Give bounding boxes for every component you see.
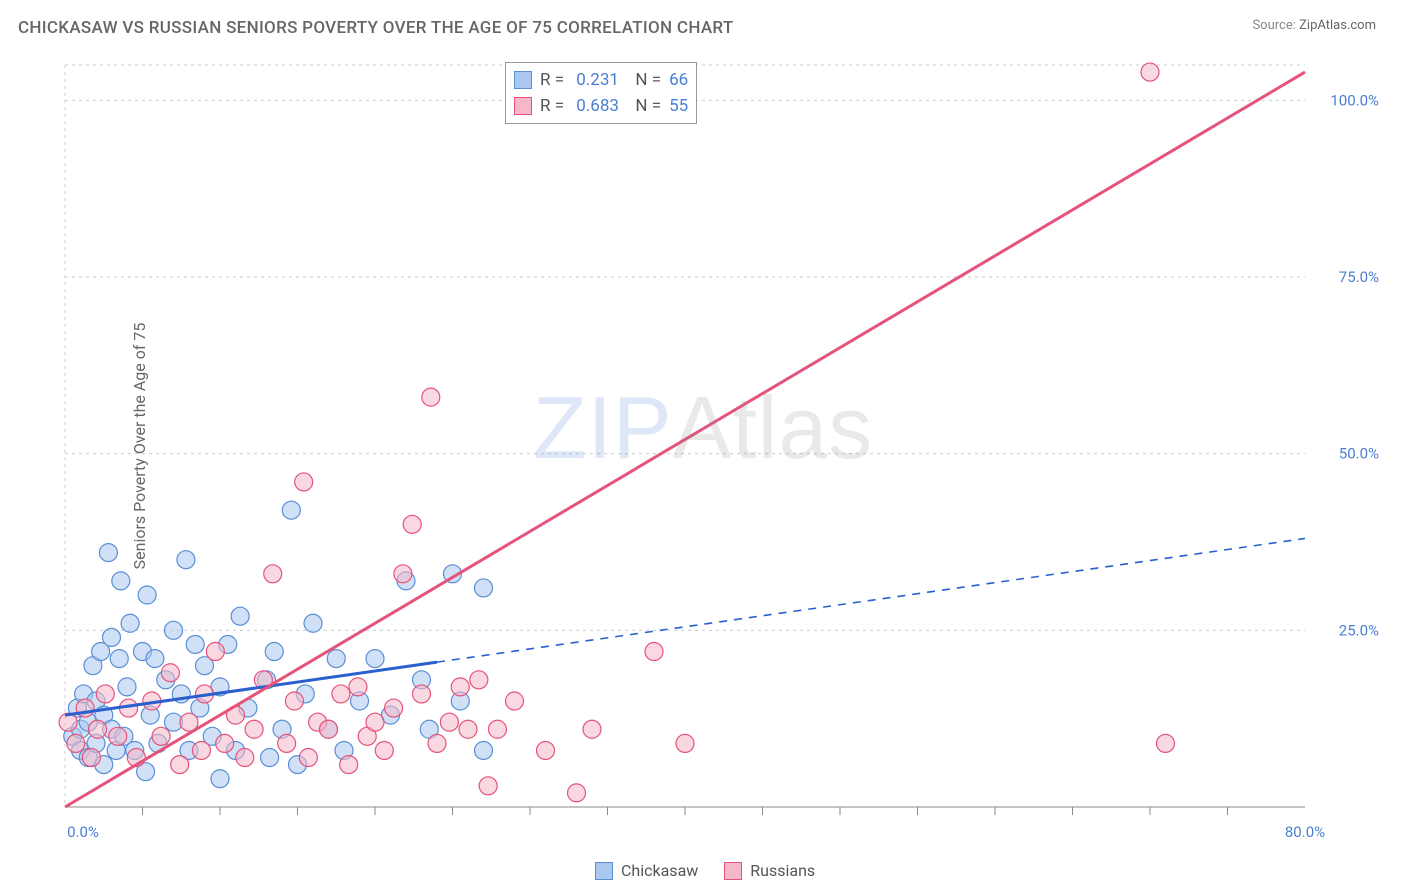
data-point bbox=[676, 734, 694, 752]
stat-n-label: N = bbox=[627, 93, 661, 119]
data-point bbox=[282, 501, 300, 519]
legend-swatch bbox=[514, 71, 532, 89]
data-point bbox=[186, 635, 204, 653]
stats-row: R = 0.683 N = 55 bbox=[514, 93, 688, 119]
source-label: Source: bbox=[1252, 18, 1295, 33]
data-point bbox=[211, 770, 229, 788]
data-point bbox=[340, 756, 358, 774]
source-attribution: Source: ZipAtlas.com bbox=[1252, 18, 1376, 33]
data-point bbox=[385, 699, 403, 717]
data-point bbox=[366, 713, 384, 731]
data-point bbox=[1157, 734, 1175, 752]
data-point bbox=[394, 565, 412, 583]
data-point bbox=[1141, 63, 1159, 81]
data-point bbox=[138, 586, 156, 604]
chart-title: CHICKASAW VS RUSSIAN SENIORS POVERTY OVE… bbox=[18, 18, 734, 38]
data-point bbox=[109, 727, 127, 745]
data-point bbox=[165, 621, 183, 639]
data-point bbox=[299, 749, 317, 767]
data-point bbox=[375, 741, 393, 759]
y-tick-label: 50.0% bbox=[1339, 445, 1379, 463]
legend-label: Chickasaw bbox=[621, 861, 698, 880]
stats-legend-box: R = 0.231 N = 66 R = 0.683 N = 55 bbox=[505, 62, 697, 124]
stat-r-value: 0.683 bbox=[572, 93, 619, 119]
data-point bbox=[488, 720, 506, 738]
data-point bbox=[245, 720, 263, 738]
plot-area: 25.0% 50.0% 75.0% 100.0% 0.0% 80.0% bbox=[55, 55, 1385, 855]
stats-row: R = 0.231 N = 66 bbox=[514, 67, 688, 93]
data-point bbox=[568, 784, 586, 802]
data-point bbox=[96, 685, 114, 703]
source-value: ZipAtlas.com bbox=[1299, 18, 1376, 33]
data-point bbox=[161, 664, 179, 682]
data-point bbox=[171, 756, 189, 774]
data-point bbox=[403, 515, 421, 533]
data-point bbox=[479, 777, 497, 795]
data-point bbox=[645, 643, 663, 661]
data-point bbox=[206, 643, 224, 661]
y-tick-label: 100.0% bbox=[1330, 91, 1379, 109]
data-point bbox=[459, 720, 477, 738]
data-point bbox=[110, 650, 128, 668]
data-point bbox=[475, 579, 493, 597]
data-point bbox=[99, 544, 117, 562]
stat-n-value: 55 bbox=[669, 93, 688, 119]
legend-swatch bbox=[595, 862, 613, 880]
data-point bbox=[440, 713, 458, 731]
data-point bbox=[121, 614, 139, 632]
data-point bbox=[304, 614, 322, 632]
data-point bbox=[475, 741, 493, 759]
trend-line-projected bbox=[437, 538, 1305, 662]
data-point bbox=[366, 650, 384, 668]
legend-swatch bbox=[724, 862, 742, 880]
y-tick-label: 25.0% bbox=[1339, 621, 1379, 639]
data-point bbox=[428, 734, 446, 752]
legend-label: Russians bbox=[750, 861, 815, 880]
data-point bbox=[506, 692, 524, 710]
data-point bbox=[537, 741, 555, 759]
data-point bbox=[349, 678, 367, 696]
legend-item: Chickasaw bbox=[595, 861, 698, 880]
data-point bbox=[285, 692, 303, 710]
data-point bbox=[192, 741, 210, 759]
y-tick-label: 75.0% bbox=[1339, 268, 1379, 286]
data-point bbox=[89, 720, 107, 738]
data-point bbox=[216, 734, 234, 752]
scatter-chart: 25.0% 50.0% 75.0% 100.0% 0.0% 80.0% bbox=[55, 55, 1385, 855]
data-point bbox=[67, 734, 85, 752]
data-point bbox=[177, 551, 195, 569]
stat-n-label: N = bbox=[627, 67, 661, 93]
data-point bbox=[236, 749, 254, 767]
stat-r-value: 0.231 bbox=[572, 67, 619, 93]
data-point bbox=[112, 572, 130, 590]
data-point bbox=[413, 685, 431, 703]
data-point bbox=[327, 650, 345, 668]
data-point bbox=[451, 678, 469, 696]
data-point bbox=[332, 685, 350, 703]
data-point bbox=[422, 388, 440, 406]
legend-swatch bbox=[514, 97, 532, 115]
x-tick-label: 0.0% bbox=[67, 823, 99, 841]
stat-n-value: 66 bbox=[669, 67, 688, 93]
data-point bbox=[265, 643, 283, 661]
stat-r-label: R = bbox=[540, 93, 564, 119]
data-point bbox=[146, 650, 164, 668]
data-point bbox=[278, 734, 296, 752]
data-point bbox=[103, 628, 121, 646]
data-point bbox=[261, 749, 279, 767]
data-point bbox=[118, 678, 136, 696]
data-point bbox=[231, 607, 249, 625]
trend-line bbox=[65, 72, 1305, 807]
data-point bbox=[320, 720, 338, 738]
data-point bbox=[82, 749, 100, 767]
data-point bbox=[470, 671, 488, 689]
x-tick-label: 80.0% bbox=[1285, 823, 1325, 841]
x-axis-legend: Chickasaw Russians bbox=[595, 861, 815, 880]
legend-item: Russians bbox=[724, 861, 815, 880]
data-point bbox=[295, 473, 313, 491]
data-point bbox=[583, 720, 601, 738]
data-point bbox=[264, 565, 282, 583]
data-point bbox=[152, 727, 170, 745]
stat-r-label: R = bbox=[540, 67, 564, 93]
